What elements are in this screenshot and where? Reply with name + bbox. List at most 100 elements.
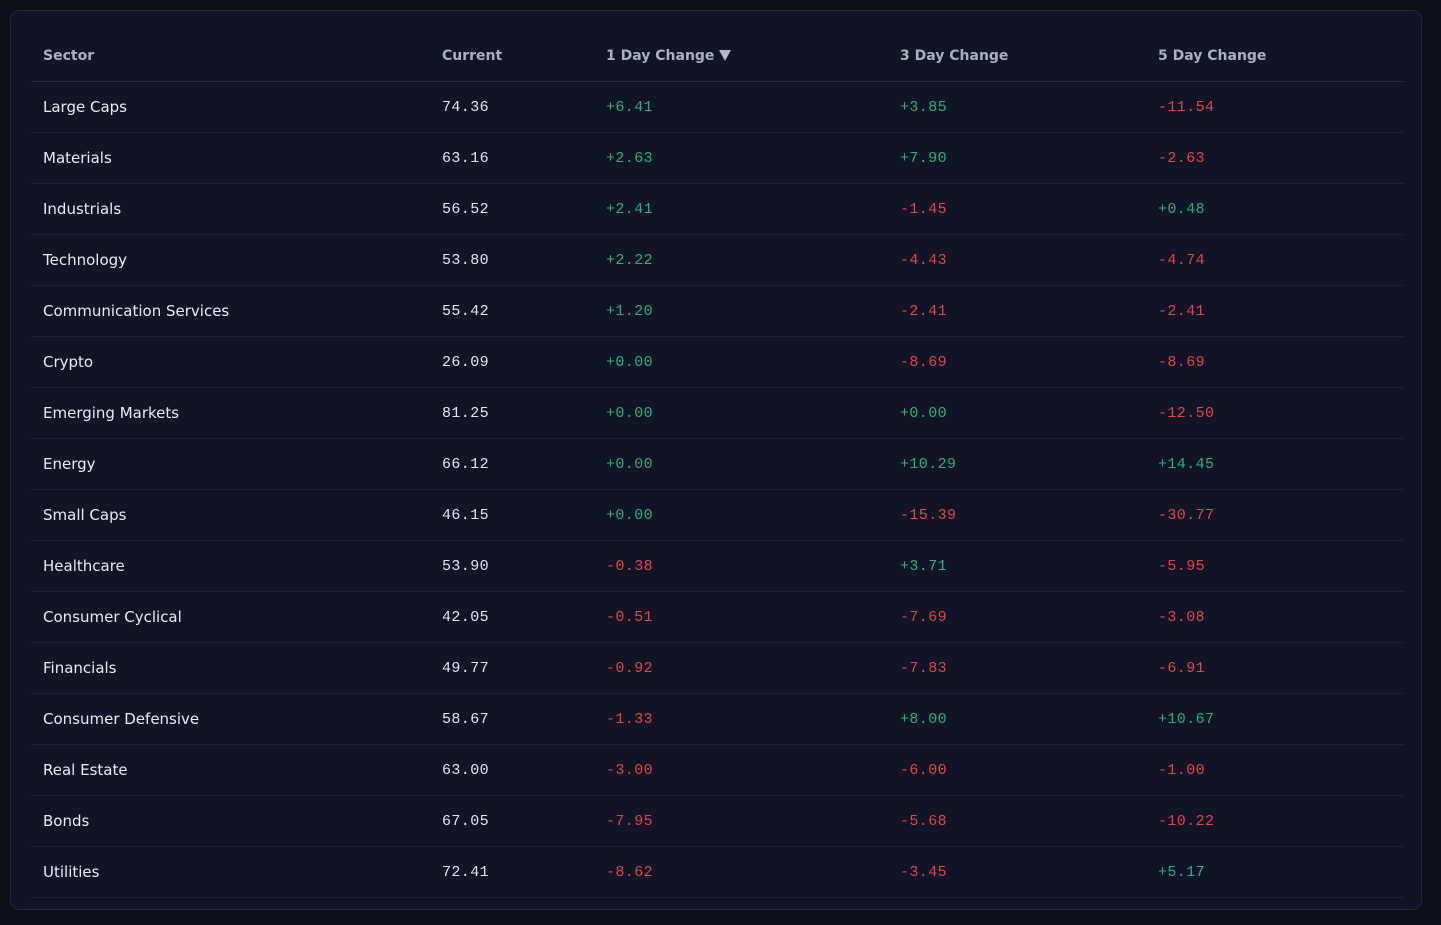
- table-row[interactable]: Small Caps 46.15 +0.00 -15.39 -30.77: [31, 489, 1404, 541]
- one-day-change-cell: -0.51: [594, 591, 888, 643]
- three-day-change-cell: -1.45: [888, 183, 1146, 235]
- current-value-cell: 67.05: [430, 795, 594, 847]
- one-day-change-cell: -7.95: [594, 795, 888, 847]
- sector-cell: Bonds: [31, 795, 430, 847]
- sector-cell: Consumer Defensive: [31, 693, 430, 745]
- one-day-change-cell: -8.62: [594, 846, 888, 898]
- five-day-change-cell: -10.22: [1146, 795, 1404, 847]
- current-value-cell: 26.09: [430, 336, 594, 388]
- three-day-change-cell: -7.83: [888, 642, 1146, 694]
- three-day-change-cell: -3.45: [888, 846, 1146, 898]
- one-day-change-cell: -0.38: [594, 540, 888, 592]
- triangle-down-icon[interactable]: [719, 50, 732, 61]
- one-day-change-cell: +1.20: [594, 285, 888, 337]
- table-row[interactable]: Communication Services 55.42 +1.20 -2.41 -2.…: [31, 285, 1404, 337]
- three-day-change-cell: -6.00: [888, 744, 1146, 796]
- table-row[interactable]: Industrials 56.52 +2.41 -1.45 +0.48: [31, 183, 1404, 235]
- column-header-label: 5 Day Change: [1158, 48, 1267, 64]
- table-header: Sector Current 1 Day Change 3 Day Change…: [31, 31, 1404, 82]
- table-row[interactable]: Emerging Markets 81.25 +0.00 +0.00 -12.50: [31, 387, 1404, 439]
- current-value-cell: 66.12: [430, 438, 594, 490]
- five-day-change-cell: -5.95: [1146, 540, 1404, 592]
- sector-performance-panel: Sector Current 1 Day Change 3 Day Change…: [10, 10, 1422, 910]
- current-value-cell: 72.41: [430, 846, 594, 898]
- five-day-change-cell: -2.41: [1146, 285, 1404, 337]
- one-day-change-cell: +2.22: [594, 234, 888, 286]
- column-header-sector[interactable]: Sector: [31, 31, 430, 82]
- sector-cell: Technology: [31, 234, 430, 286]
- five-day-change-cell: -3.08: [1146, 591, 1404, 643]
- column-header-current[interactable]: Current: [430, 31, 594, 82]
- table-row[interactable]: Technology 53.80 +2.22 -4.43 -4.74: [31, 234, 1404, 286]
- current-value-cell: 74.36: [430, 81, 594, 133]
- sector-cell: Crypto: [31, 336, 430, 388]
- sector-cell: Real Estate: [31, 744, 430, 796]
- table-row[interactable]: Utilities 72.41 -8.62 -3.45 +5.17: [31, 846, 1404, 898]
- sector-cell: Small Caps: [31, 489, 430, 541]
- three-day-change-cell: +8.00: [888, 693, 1146, 745]
- sector-performance-table: Sector Current 1 Day Change 3 Day Change…: [31, 31, 1404, 898]
- current-value-cell: 53.80: [430, 234, 594, 286]
- current-value-cell: 81.25: [430, 387, 594, 439]
- three-day-change-cell: -4.43: [888, 234, 1146, 286]
- table-row[interactable]: Consumer Defensive 58.67 -1.33 +8.00 +10.67: [31, 693, 1404, 745]
- current-value-cell: 63.16: [430, 132, 594, 184]
- three-day-change-cell: -15.39: [888, 489, 1146, 541]
- sector-cell: Communication Services: [31, 285, 430, 337]
- column-header-label: 3 Day Change: [900, 48, 1009, 64]
- five-day-change-cell: +10.67: [1146, 693, 1404, 745]
- sector-cell: Energy: [31, 438, 430, 490]
- sector-cell: Materials: [31, 132, 430, 184]
- column-header-5-day-change[interactable]: 5 Day Change: [1146, 31, 1404, 82]
- sector-cell: Financials: [31, 642, 430, 694]
- three-day-change-cell: +7.90: [888, 132, 1146, 184]
- column-header-label: 1 Day Change: [606, 48, 715, 64]
- table-row[interactable]: Consumer Cyclical 42.05 -0.51 -7.69 -3.08: [31, 591, 1404, 643]
- one-day-change-cell: +2.63: [594, 132, 888, 184]
- five-day-change-cell: -6.91: [1146, 642, 1404, 694]
- one-day-change-cell: +2.41: [594, 183, 888, 235]
- one-day-change-cell: +0.00: [594, 336, 888, 388]
- current-value-cell: 53.90: [430, 540, 594, 592]
- sector-cell: Industrials: [31, 183, 430, 235]
- three-day-change-cell: +3.85: [888, 81, 1146, 133]
- three-day-change-cell: +3.71: [888, 540, 1146, 592]
- five-day-change-cell: -1.00: [1146, 744, 1404, 796]
- three-day-change-cell: -5.68: [888, 795, 1146, 847]
- table-row[interactable]: Energy 66.12 +0.00 +10.29 +14.45: [31, 438, 1404, 490]
- current-value-cell: 46.15: [430, 489, 594, 541]
- three-day-change-cell: -8.69: [888, 336, 1146, 388]
- current-value-cell: 63.00: [430, 744, 594, 796]
- current-value-cell: 56.52: [430, 183, 594, 235]
- five-day-change-cell: -30.77: [1146, 489, 1404, 541]
- current-value-cell: 58.67: [430, 693, 594, 745]
- five-day-change-cell: -2.63: [1146, 132, 1404, 184]
- column-header-1-day-change[interactable]: 1 Day Change: [594, 31, 888, 82]
- three-day-change-cell: -2.41: [888, 285, 1146, 337]
- sector-cell: Emerging Markets: [31, 387, 430, 439]
- column-header-label: Sector: [43, 48, 95, 64]
- table-row[interactable]: Bonds 67.05 -7.95 -5.68 -10.22: [31, 795, 1404, 847]
- sector-cell: Large Caps: [31, 81, 430, 133]
- table-row[interactable]: Crypto 26.09 +0.00 -8.69 -8.69: [31, 336, 1404, 388]
- one-day-change-cell: +0.00: [594, 387, 888, 439]
- table-row[interactable]: Healthcare 53.90 -0.38 +3.71 -5.95: [31, 540, 1404, 592]
- current-value-cell: 49.77: [430, 642, 594, 694]
- three-day-change-cell: +0.00: [888, 387, 1146, 439]
- five-day-change-cell: +14.45: [1146, 438, 1404, 490]
- table-row[interactable]: Large Caps 74.36 +6.41 +3.85 -11.54: [31, 81, 1404, 133]
- one-day-change-cell: +0.00: [594, 438, 888, 490]
- column-header-3-day-change[interactable]: 3 Day Change: [888, 31, 1146, 82]
- five-day-change-cell: -8.69: [1146, 336, 1404, 388]
- one-day-change-cell: -1.33: [594, 693, 888, 745]
- table-row[interactable]: Real Estate 63.00 -3.00 -6.00 -1.00: [31, 744, 1404, 796]
- table-row[interactable]: Financials 49.77 -0.92 -7.83 -6.91: [31, 642, 1404, 694]
- table-header-row: Sector Current 1 Day Change 3 Day Change…: [31, 31, 1404, 82]
- current-value-cell: 42.05: [430, 591, 594, 643]
- sector-cell: Healthcare: [31, 540, 430, 592]
- one-day-change-cell: +0.00: [594, 489, 888, 541]
- one-day-change-cell: +6.41: [594, 81, 888, 133]
- table-row[interactable]: Materials 63.16 +2.63 +7.90 -2.63: [31, 132, 1404, 184]
- five-day-change-cell: -4.74: [1146, 234, 1404, 286]
- five-day-change-cell: -12.50: [1146, 387, 1404, 439]
